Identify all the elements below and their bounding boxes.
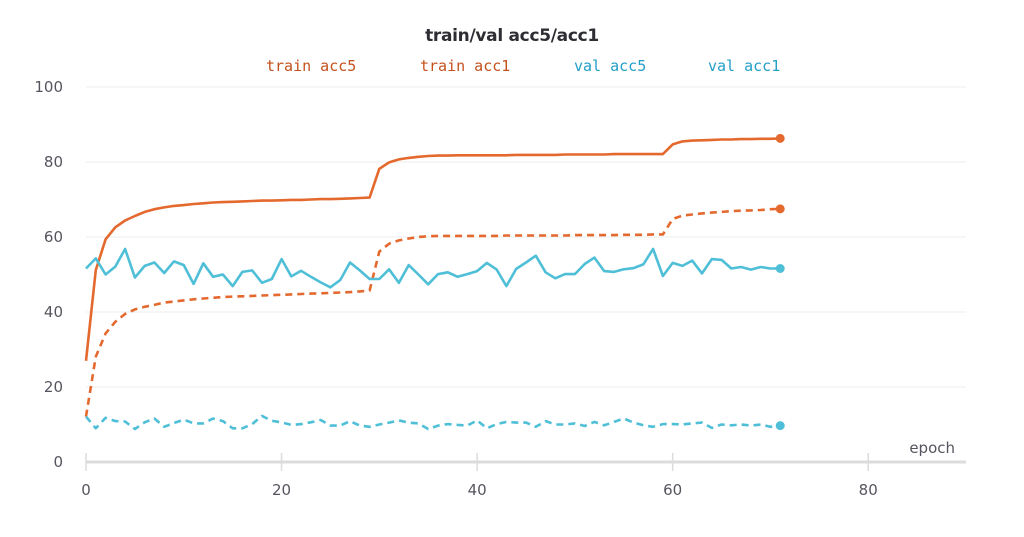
series-lines — [84, 133, 785, 431]
gridlines — [86, 86, 966, 388]
legend-item-train-acc1[interactable]: train acc1 — [420, 57, 511, 75]
series-val-acc5-line[interactable] — [85, 247, 781, 289]
y-tick-label: 0 — [53, 453, 63, 471]
legend-item-val-acc1[interactable]: val acc1 — [708, 57, 781, 75]
series-train-acc1-line[interactable] — [84, 207, 781, 417]
series-train-acc5-endpoint-marker — [775, 133, 785, 143]
x-tick-label: 0 — [81, 481, 91, 499]
legend-item-train-acc5[interactable]: train acc5 — [266, 57, 357, 75]
y-tick-label: 80 — [44, 153, 63, 171]
y-tick-label: 20 — [44, 378, 63, 396]
series-val-acc1-line[interactable] — [85, 414, 781, 431]
x-tick-label: 80 — [859, 481, 878, 499]
chart-legend: train acc5 train acc1 val acc5 val acc1 — [0, 57, 1024, 77]
y-axis: 0 20 40 60 80 100 — [34, 78, 63, 471]
legend-item-val-acc5[interactable]: val acc5 — [574, 57, 647, 75]
chart-title: train/val acc5/acc1 — [425, 26, 599, 46]
series-val-acc1-endpoint-marker — [775, 421, 785, 431]
series-train-acc5-line[interactable] — [84, 137, 781, 361]
x-tick-label: 20 — [272, 481, 291, 499]
x-axis: 0 20 40 60 80 — [81, 453, 966, 499]
y-tick-label: 100 — [34, 78, 63, 96]
series-train-acc1-endpoint-marker — [775, 204, 785, 214]
x-tick-label: 40 — [468, 481, 487, 499]
series-val-acc5-endpoint-marker — [775, 264, 785, 273]
y-tick-label: 40 — [44, 303, 63, 321]
y-tick-label: 60 — [44, 228, 63, 246]
x-axis-label: epoch — [909, 439, 955, 457]
x-tick-label: 60 — [663, 481, 682, 499]
